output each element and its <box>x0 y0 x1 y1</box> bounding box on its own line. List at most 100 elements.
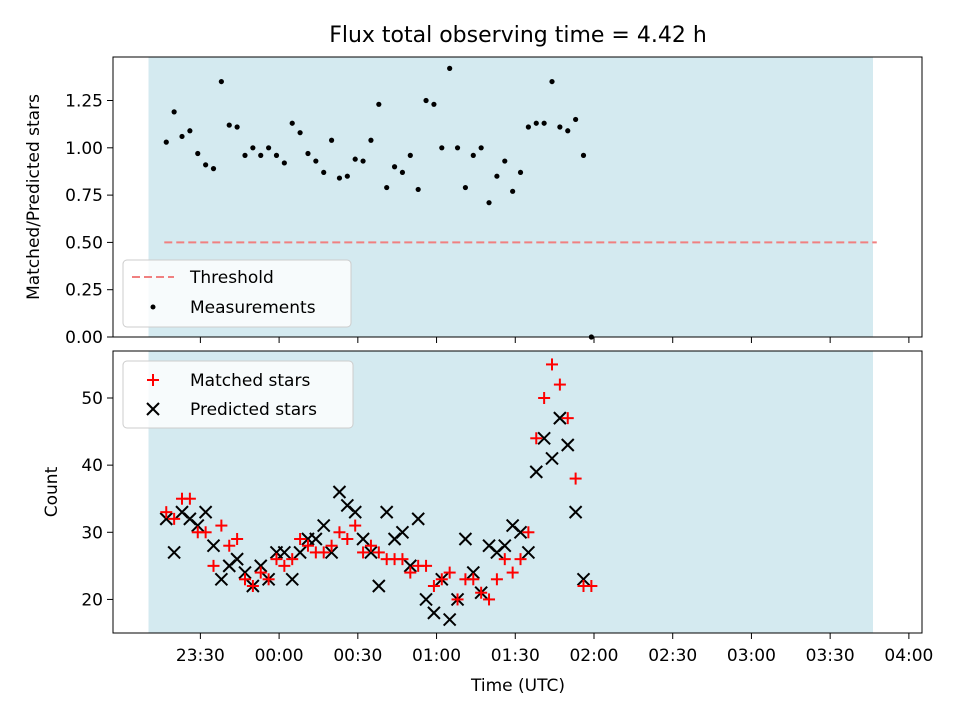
predicted-star-point <box>198 505 213 519</box>
predicted-star-point <box>576 572 591 586</box>
measurement-point <box>565 128 571 134</box>
legend-predicted-swatch <box>146 402 160 416</box>
measurement-point <box>510 188 516 194</box>
matched-star-point <box>349 519 362 532</box>
matched-star-point <box>546 358 559 371</box>
bottom-xtick-label: 01:30 <box>491 646 540 666</box>
matched-star-point <box>207 559 220 572</box>
measurement-point <box>163 139 169 145</box>
matched-star-point <box>238 573 251 586</box>
measurement-point <box>328 137 335 143</box>
matched-star-point <box>553 378 566 391</box>
measurement-point <box>557 124 563 130</box>
measurement-point <box>321 169 327 176</box>
measurement-point <box>250 145 256 151</box>
predicted-star-point <box>561 438 575 452</box>
bottom-xtick-label: 03:30 <box>806 646 855 666</box>
predicted-star-point <box>348 505 362 519</box>
matched-star-point <box>443 566 456 579</box>
legend-threshold-label: Threshold <box>189 268 274 288</box>
matched-star-point <box>317 546 330 559</box>
matched-star-point <box>514 553 527 566</box>
bottom-legend-box <box>122 360 354 429</box>
top-ytick-label: 1.25 <box>65 92 103 112</box>
matched-star-point <box>585 580 598 592</box>
measurement-point <box>179 133 185 140</box>
top-ytick-label: 0.00 <box>65 328 103 348</box>
predicted-star-point <box>356 532 370 546</box>
measurement-point <box>195 150 201 157</box>
top-ytick-label: 0.75 <box>65 186 103 206</box>
top-ytick-label: 0.25 <box>65 281 103 301</box>
predicted-star-point <box>419 592 433 607</box>
predicted-star-point <box>324 545 339 560</box>
top-panel: 0.00 0.25 0.50 0.75 1.00 1.25 Matched/Predict… <box>24 56 923 348</box>
matched-star-point <box>522 526 535 539</box>
predicted-star-point <box>427 606 441 620</box>
predicted-star-point <box>466 565 480 580</box>
predicted-star-point <box>553 411 567 425</box>
matched-star-point <box>420 559 433 572</box>
predicted-star-point <box>498 539 512 553</box>
measurement-point <box>344 173 350 179</box>
measurement-point <box>336 175 343 181</box>
predicted-star-point <box>277 545 292 560</box>
measurement-point <box>407 152 413 158</box>
bottom-panel: 20 30 40 50 23:30 00:00 00:30 01:00 01:30 02:00 0… <box>42 350 933 696</box>
measurement-point <box>234 124 240 130</box>
bottom-ytick-label: 50 <box>81 389 103 409</box>
matched-star-point <box>467 573 480 586</box>
measurement-point <box>541 120 547 126</box>
matched-star-point <box>333 526 346 539</box>
top-ytick-label: 1.00 <box>65 139 103 159</box>
measurement-point <box>415 186 421 193</box>
measurement-point <box>494 173 500 179</box>
predicted-star-point <box>403 559 418 573</box>
measurement-point <box>376 101 382 107</box>
predicted-star-point <box>167 545 181 560</box>
predicted-star-point <box>395 525 410 539</box>
bottom-xtick-label: 00:00 <box>255 646 304 666</box>
measurement-point <box>281 160 287 166</box>
predicted-star-point <box>230 552 244 566</box>
measurement-point <box>203 162 209 168</box>
measurement-point <box>399 169 406 176</box>
measurement-point <box>305 150 311 157</box>
predicted-star-point <box>214 572 229 586</box>
measurement-point <box>525 124 531 130</box>
legend-matched-label: Matched stars <box>190 371 310 391</box>
matched-star-point <box>357 546 370 559</box>
legend-measurement-swatch <box>150 304 156 310</box>
matched-star-point <box>396 553 409 566</box>
predicted-star-point <box>442 612 457 627</box>
measurement-point <box>258 152 264 158</box>
measurement-point <box>431 101 437 107</box>
measurement-point <box>242 152 248 158</box>
bottom-xtick-label: 23:30 <box>176 646 225 666</box>
matched-star-point <box>278 559 291 572</box>
top-legend: Threshold Measurements <box>122 259 352 328</box>
matched-star-point <box>286 553 299 566</box>
matched-star-point <box>364 539 377 552</box>
measurement-point <box>313 158 319 164</box>
measurement-point <box>462 184 469 191</box>
predicted-star-point <box>411 512 425 526</box>
matched-star-point <box>270 553 283 566</box>
bottom-xlabel: Time (UTC) <box>470 676 565 696</box>
matched-star-point <box>183 492 196 505</box>
bottom-ylabel: Count <box>42 466 62 517</box>
predicted-star-point <box>159 512 173 526</box>
measurement-point <box>384 184 390 191</box>
matched-star-point <box>404 566 417 579</box>
bottom-ytick-label: 40 <box>81 456 103 476</box>
measurement-point <box>573 116 579 123</box>
bottom-xtick-label: 04:00 <box>884 646 933 666</box>
matched-star-point <box>569 472 582 485</box>
matched-star-point <box>231 533 244 545</box>
measurement-point <box>391 164 398 170</box>
bottom-ytick-label: 30 <box>81 523 103 543</box>
predicted-star-point <box>293 545 307 560</box>
top-legend-box <box>122 259 352 328</box>
measurement-point <box>226 122 232 128</box>
